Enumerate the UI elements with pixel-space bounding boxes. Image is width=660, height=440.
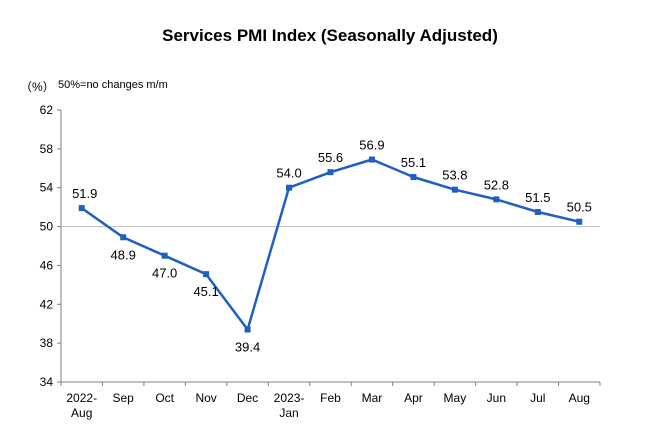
data-label: 54.0: [276, 166, 301, 181]
x-tick-label: Nov: [195, 391, 216, 405]
data-label: 55.1: [401, 155, 426, 170]
x-tick-label: Jun: [487, 391, 506, 405]
x-tick-label: Dec: [237, 391, 258, 405]
x-tick-label: Sep: [113, 391, 135, 405]
data-point: [161, 252, 168, 259]
data-label: 56.9: [359, 138, 384, 153]
y-tick-label: 58: [40, 142, 54, 156]
data-point: [244, 326, 251, 333]
x-tick-label: Feb: [320, 391, 341, 405]
data-point: [410, 174, 417, 181]
data-point: [368, 156, 375, 163]
x-tick-label: 2022-Aug: [66, 391, 97, 420]
y-tick-label: 42: [40, 297, 54, 311]
y-tick-label: 50: [40, 220, 54, 234]
data-label: 53.8: [442, 168, 467, 183]
y-tick-label: 34: [40, 375, 54, 389]
data-label: 52.8: [484, 177, 509, 192]
data-point: [451, 186, 458, 193]
data-point: [203, 271, 210, 278]
data-label: 45.1: [193, 284, 218, 299]
data-label: 50.5: [567, 200, 592, 215]
x-tick-label: 2023-Jan: [274, 391, 305, 420]
data-point: [286, 184, 293, 191]
x-tick-label: Oct: [155, 391, 174, 405]
data-point: [576, 218, 583, 225]
x-tick-label: Apr: [404, 391, 423, 405]
data-label: 55.6: [318, 150, 343, 165]
y-tick-label: 54: [40, 181, 54, 195]
x-tick-label: Aug: [569, 391, 590, 405]
data-label: 48.9: [111, 247, 136, 262]
data-label: 39.4: [235, 340, 260, 355]
data-label: 51.9: [72, 186, 97, 201]
x-tick-label: Mar: [362, 391, 383, 405]
data-point: [78, 205, 85, 212]
data-label: 51.5: [525, 190, 550, 205]
data-point: [534, 209, 541, 215]
chart-title: Services PMI Index (Seasonally Adjusted): [162, 26, 498, 45]
x-tick-label: Jul: [530, 391, 545, 405]
y-tick-label: 38: [40, 336, 54, 350]
chart-note: 50%=no changes m/m: [58, 79, 168, 91]
x-tick-label: May: [444, 391, 467, 405]
data-point: [493, 196, 500, 203]
data-point: [120, 234, 127, 241]
data-point: [327, 169, 334, 176]
data-label: 47.0: [152, 266, 177, 281]
y-tick-label: 62: [40, 103, 54, 117]
y-axis-unit-label: （%）: [20, 80, 55, 94]
y-tick-label: 46: [40, 258, 54, 272]
